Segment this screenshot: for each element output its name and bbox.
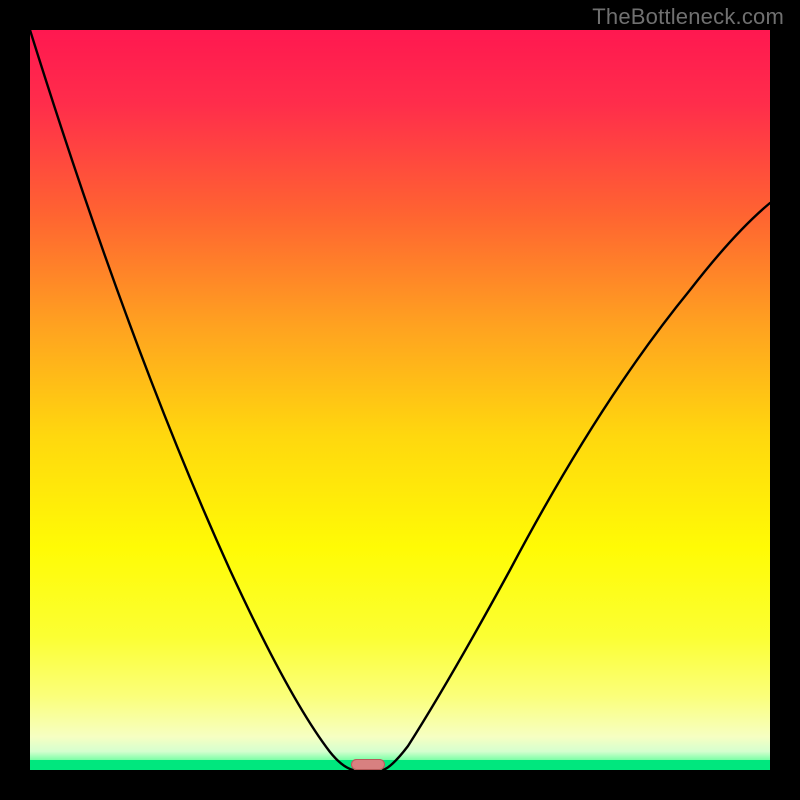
left-curve [30, 30, 353, 770]
bottleneck-marker [351, 759, 385, 770]
plot-area [30, 30, 770, 770]
right-curve [383, 203, 770, 770]
curve-layer [30, 30, 770, 770]
watermark-text: TheBottleneck.com [592, 4, 784, 30]
chart-frame: TheBottleneck.com [0, 0, 800, 800]
